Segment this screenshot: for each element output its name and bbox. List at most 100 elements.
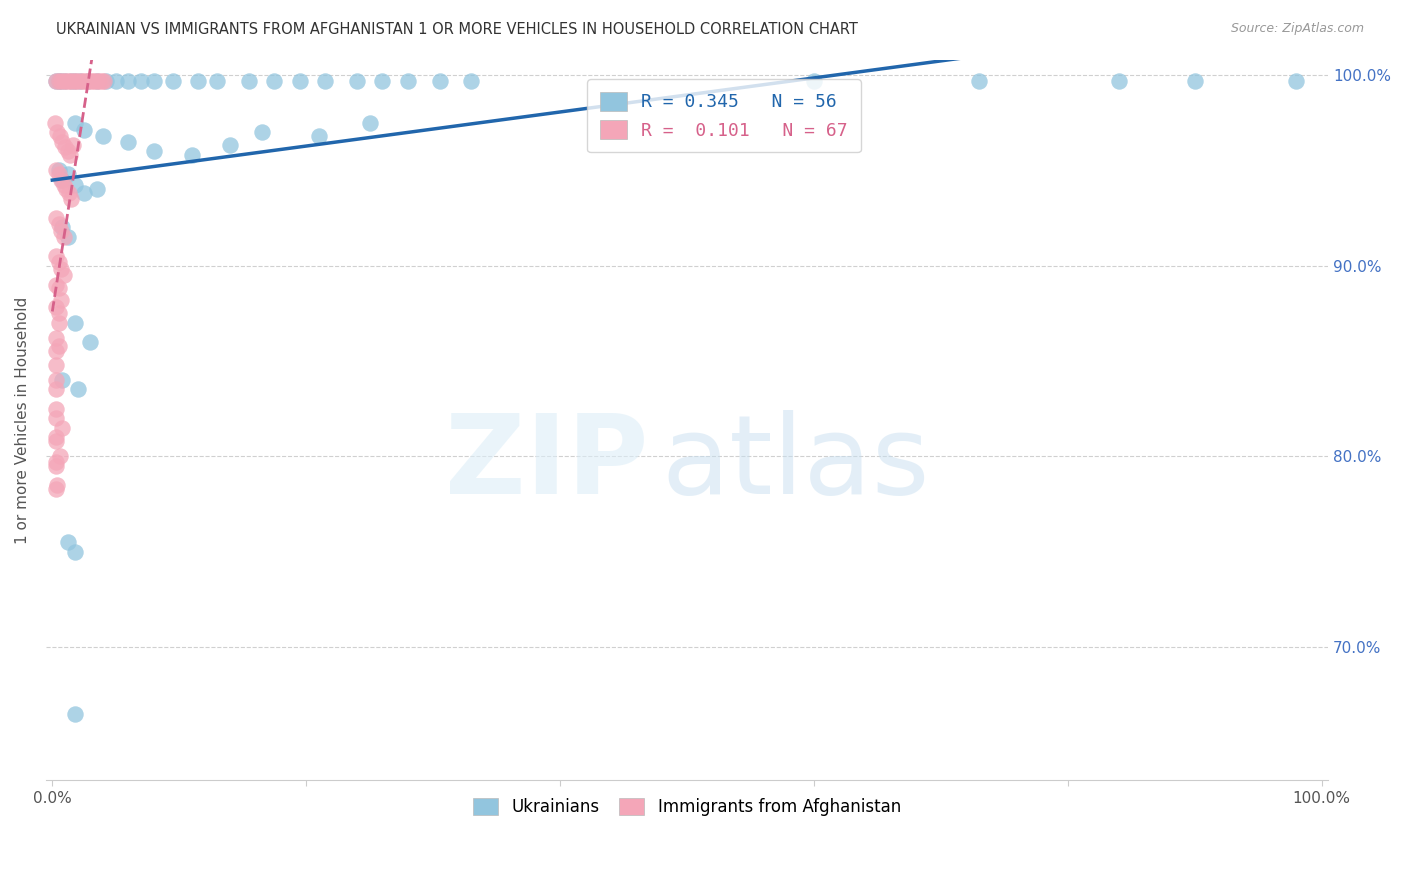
Point	[59, 148, 82, 162]
Point	[76, 73, 98, 87]
Point	[86, 73, 108, 87]
Point	[51, 262, 73, 277]
Point	[48, 281, 70, 295]
Point	[45, 455, 67, 469]
Point	[52, 178, 75, 193]
Point	[45, 163, 67, 178]
Point	[460, 73, 482, 87]
Point	[308, 128, 330, 143]
Point	[77, 73, 100, 87]
Point	[45, 411, 67, 425]
Point	[56, 144, 79, 158]
Point	[80, 73, 103, 87]
Point	[58, 73, 80, 87]
Point	[83, 73, 105, 87]
Point	[45, 401, 67, 416]
Point	[48, 316, 70, 330]
Point	[63, 316, 86, 330]
Point	[56, 535, 79, 549]
Point	[48, 306, 70, 320]
Point	[1184, 73, 1206, 87]
Point	[73, 73, 96, 87]
Point	[60, 73, 83, 87]
Point	[63, 115, 86, 129]
Point	[48, 73, 70, 87]
Point	[55, 73, 77, 87]
Point	[51, 172, 73, 186]
Point	[250, 125, 273, 139]
Point	[69, 73, 91, 87]
Point	[56, 167, 79, 181]
Point	[46, 477, 69, 491]
Point	[63, 178, 86, 193]
Point	[48, 254, 70, 268]
Point	[48, 338, 70, 352]
Point	[187, 73, 209, 87]
Point	[63, 73, 86, 87]
Point	[207, 73, 229, 87]
Point	[62, 138, 84, 153]
Point	[76, 73, 98, 87]
Point	[53, 140, 76, 154]
Point	[53, 73, 76, 87]
Point	[52, 73, 75, 87]
Point	[263, 73, 285, 87]
Point	[346, 73, 368, 87]
Text: Source: ZipAtlas.com: Source: ZipAtlas.com	[1230, 22, 1364, 36]
Point	[45, 331, 67, 345]
Point	[359, 115, 381, 129]
Point	[60, 73, 83, 87]
Point	[63, 73, 86, 87]
Point	[51, 220, 73, 235]
Point	[90, 73, 112, 87]
Point	[66, 383, 89, 397]
Point	[44, 115, 66, 129]
Point	[48, 73, 70, 87]
Point	[803, 73, 825, 87]
Point	[51, 135, 73, 149]
Point	[48, 217, 70, 231]
Point	[104, 73, 127, 87]
Point	[45, 211, 67, 225]
Point	[63, 544, 86, 558]
Point	[45, 344, 67, 359]
Point	[429, 73, 451, 87]
Text: atlas: atlas	[661, 409, 929, 516]
Point	[45, 458, 67, 473]
Point	[45, 73, 67, 87]
Point	[314, 73, 336, 87]
Point	[181, 148, 204, 162]
Point	[51, 420, 73, 434]
Text: UKRAINIAN VS IMMIGRANTS FROM AFGHANISTAN 1 OR MORE VEHICLES IN HOUSEHOLD CORRELA: UKRAINIAN VS IMMIGRANTS FROM AFGHANISTAN…	[56, 22, 858, 37]
Point	[79, 334, 101, 349]
Point	[60, 192, 83, 206]
Point	[129, 73, 152, 87]
Point	[52, 230, 75, 244]
Point	[55, 182, 77, 196]
Point	[967, 73, 990, 87]
Point	[51, 373, 73, 387]
Point	[73, 186, 96, 200]
Point	[48, 167, 70, 181]
Point	[45, 373, 67, 387]
Point	[45, 383, 67, 397]
Point	[67, 73, 90, 87]
Point	[396, 73, 419, 87]
Point	[56, 230, 79, 244]
Point	[45, 277, 67, 292]
Point	[45, 482, 67, 496]
Point	[117, 73, 139, 87]
Y-axis label: 1 or more Vehicles in Household: 1 or more Vehicles in Household	[15, 296, 30, 543]
Point	[51, 224, 73, 238]
Point	[1108, 73, 1130, 87]
Point	[93, 73, 115, 87]
Point	[91, 128, 114, 143]
Point	[63, 706, 86, 721]
Legend: Ukrainians, Immigrants from Afghanistan: Ukrainians, Immigrants from Afghanistan	[463, 788, 911, 826]
Point	[49, 449, 72, 463]
Point	[45, 430, 67, 444]
Point	[117, 135, 139, 149]
Point	[70, 73, 93, 87]
Point	[51, 293, 73, 307]
Point	[162, 73, 184, 87]
